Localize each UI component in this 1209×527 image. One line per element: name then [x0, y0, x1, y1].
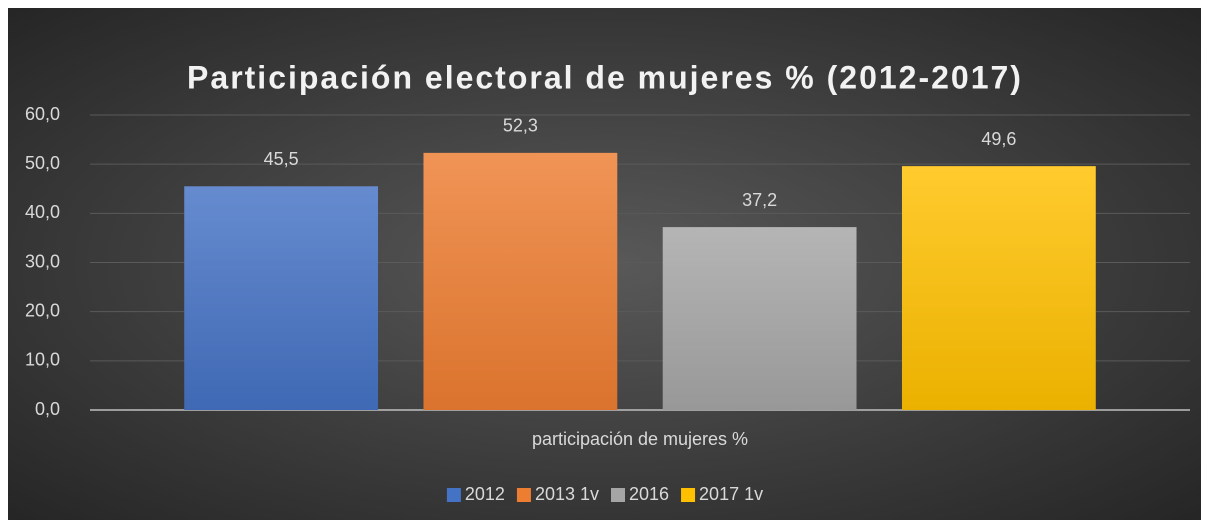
bar — [423, 152, 618, 410]
y-tick-label: 40,0 — [25, 202, 60, 222]
y-tick-label: 30,0 — [25, 251, 60, 271]
bar — [901, 166, 1096, 410]
x-tick-label: participación de mujeres % — [532, 429, 748, 449]
y-tick-label: 0,0 — [35, 399, 60, 419]
y-tick-label: 20,0 — [25, 300, 60, 320]
data-label: 52,3 — [503, 116, 538, 136]
y-tick-label: 50,0 — [25, 153, 60, 173]
legend-label: 2012 — [465, 484, 505, 504]
legend-label: 2017 1v — [699, 484, 763, 504]
y-tick-label: 60,0 — [25, 104, 60, 124]
legend-swatch — [681, 488, 696, 502]
legend-label: 2016 — [629, 484, 669, 504]
y-tick-label: 10,0 — [25, 350, 60, 370]
data-label: 45,5 — [264, 149, 299, 169]
legend-label: 2013 1v — [535, 484, 599, 504]
chart-title: Participación electoral de mujeres % (20… — [187, 59, 1023, 95]
legend-swatch — [516, 488, 531, 502]
bar — [184, 186, 379, 410]
legend-swatch — [446, 488, 461, 502]
legend-swatch — [611, 488, 625, 502]
bar — [662, 227, 857, 410]
data-label: 37,2 — [742, 190, 777, 210]
data-label: 49,6 — [981, 129, 1016, 149]
